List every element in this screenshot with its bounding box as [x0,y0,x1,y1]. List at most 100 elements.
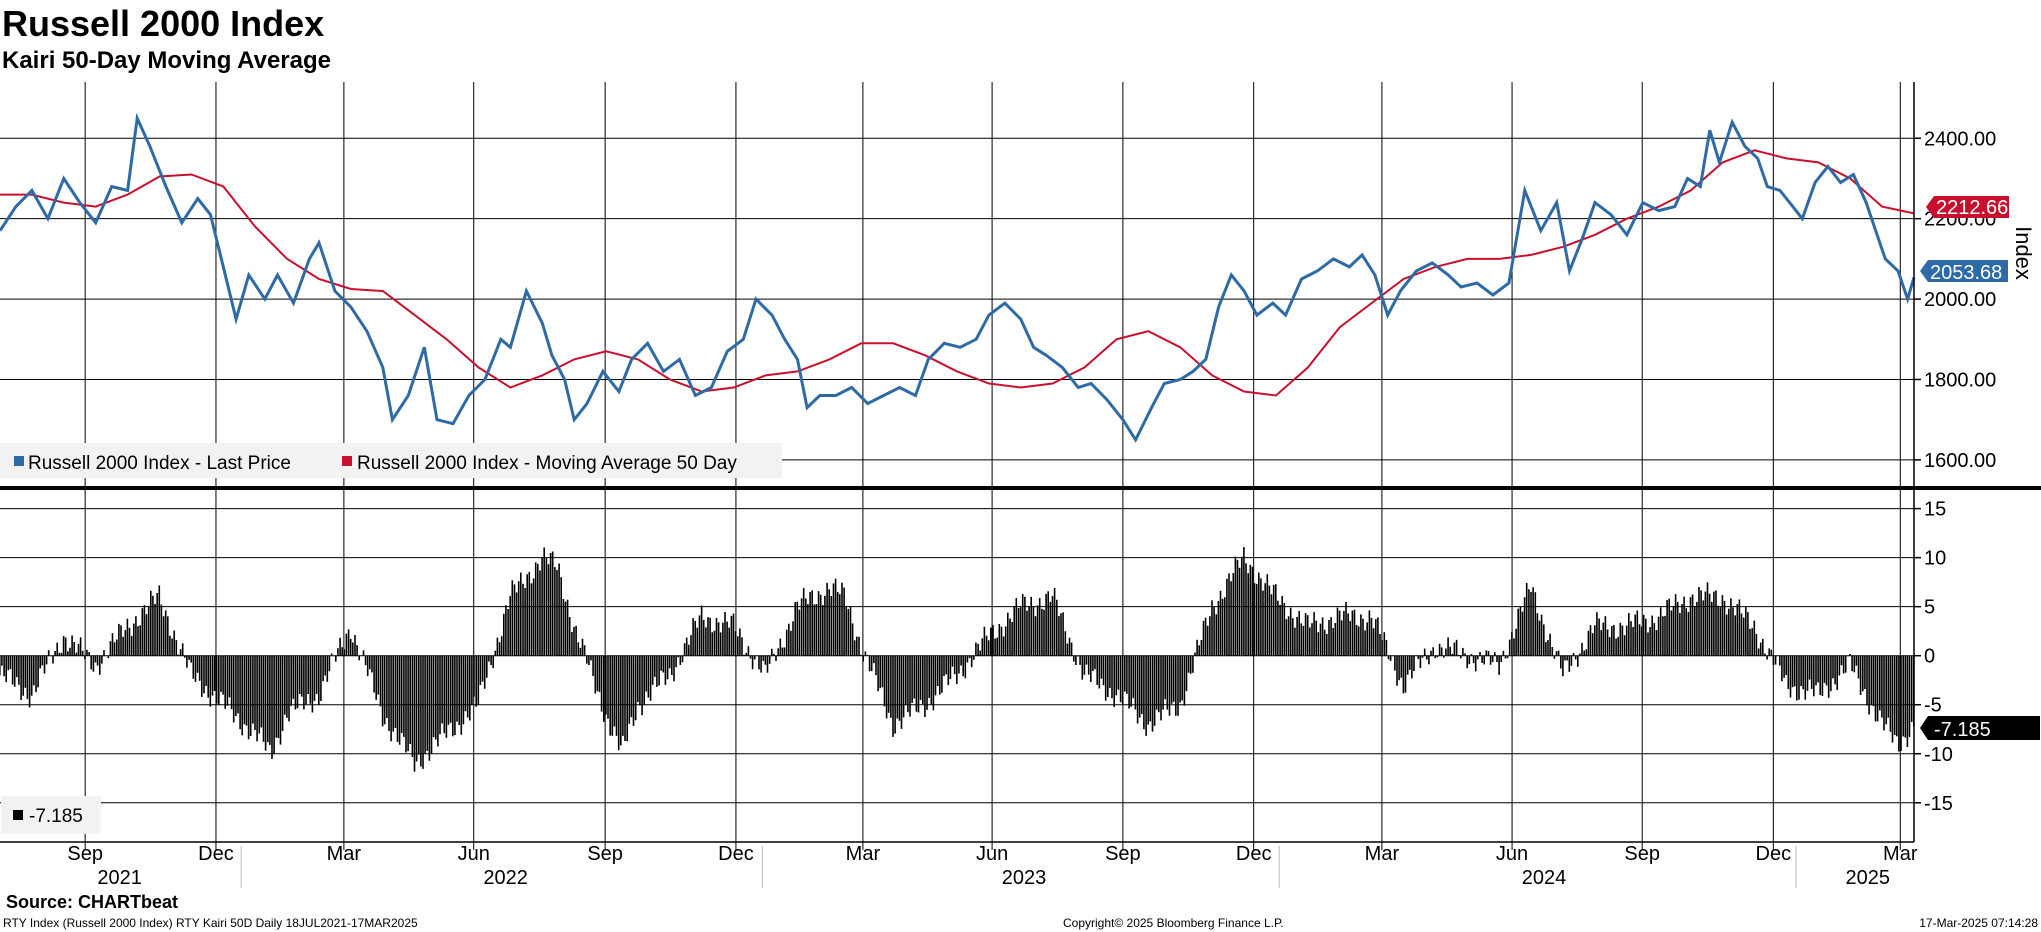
kairi-bar [1292,618,1294,656]
kairi-bar [1004,626,1007,656]
kairi-bar [983,626,986,656]
kairi-bar [1645,618,1647,656]
ma-last-value: 2212.66 [1936,197,2008,219]
price-ytick-label: 1800.00 [1924,369,1996,391]
kairi-bar [462,655,465,725]
kairi-bar [203,655,205,694]
kairi-bar [530,583,533,656]
kairi-bar [1872,655,1875,707]
kairi-bar [968,655,971,659]
kairi-bar [469,655,471,721]
kairi-bar [1549,633,1551,656]
kairi-bar [558,563,560,656]
kairi-bar [337,648,339,656]
kairi-bar [651,655,654,685]
kairi-bar [1500,655,1502,662]
kairi-bar [564,601,567,656]
kairi-bar [1819,655,1821,695]
kairi-bar [500,636,503,656]
kairi-bar [1481,655,1483,663]
kairi-bar [1017,608,1020,656]
kairi-bar [239,655,241,730]
kairi-bar [528,571,531,656]
kairi-bar [1340,620,1343,656]
kairi-bar [1496,655,1498,662]
kairi-bar [641,655,643,716]
kairi-bar [158,585,161,656]
kairi-bar [224,655,226,709]
kairi-bar [1543,624,1545,656]
kairi-bar [1751,628,1753,656]
x-tick-label: Sep [67,843,103,865]
kairi-bar [615,655,618,736]
kairi-bar [771,648,773,656]
kairi-bar [1589,625,1592,656]
kairi-bar [737,636,739,656]
kairi-bar [254,655,256,730]
kairi-bar [35,655,37,693]
kairi-bar [103,650,105,656]
kairi-bar [1298,611,1300,656]
kairi-bar [418,655,420,755]
kairi-bar [1453,642,1456,656]
kairi-bar [1281,595,1283,656]
kairi-bar [524,588,526,656]
kairi-bar [1757,648,1760,656]
kairi-bar [1691,594,1694,656]
kairi-bar [1885,655,1887,725]
kairi-bar [1817,655,1819,683]
kairi-bar [1430,650,1432,656]
kairi-bar [1366,622,1368,656]
kairi-bar [1725,614,1728,656]
kairi-bar [1477,655,1479,660]
kairi-bar [1594,625,1596,656]
kairi-bar [13,655,16,687]
kairi-bar [1519,607,1522,656]
kairi-bar [20,655,22,700]
kairi-bar [896,655,899,719]
kairi-bar [617,655,620,751]
kairi-bar [1855,655,1858,666]
kairi-bar [1749,628,1751,656]
kairi-bar [324,655,326,676]
kairi-ytick-label: 5 [1924,597,1935,619]
kairi-bar [1266,574,1269,656]
kairi-bar [420,655,422,767]
kairi-bar [1041,608,1043,656]
kairi-bar [573,626,575,656]
kairi-bar [866,655,869,656]
price-ytick-label: 1600.00 [1924,450,1996,472]
kairi-bar [1774,655,1777,665]
kairi-bar [1842,655,1845,674]
price-ytick-label: 2000.00 [1924,289,1996,311]
kairi-bar [762,655,765,661]
kairi-bar [1021,593,1024,656]
kairi-bar [1294,627,1296,656]
kairi-bar [945,655,947,675]
kairi-bar [1647,632,1649,656]
kairi-bar [156,593,158,656]
kairi-bar [1779,655,1781,666]
kairi-bar [732,613,735,656]
kairi-bar [930,655,933,705]
kairi-bar [1206,625,1209,656]
kairi-bar [54,651,56,656]
kairi-bar [377,655,380,695]
kairi-bar [760,655,762,673]
kairi-bar [1698,587,1700,656]
kairi-bar [1474,655,1477,672]
kairi-bar [1668,598,1670,656]
kairi-bar [198,655,201,681]
kairi-bar [1232,573,1235,656]
kairi-bar [979,650,981,656]
kairi-bar [273,655,275,755]
kairi-bar [1504,655,1507,659]
kairi-bar [479,655,482,685]
kairi-bar [1745,607,1747,656]
kairi-bar [919,655,922,700]
kairi-bar [1270,594,1273,656]
kairi-bar [826,582,828,656]
kairi-bar [1853,655,1856,673]
kairi-bar [1226,578,1228,656]
kairi-bar [1889,655,1892,732]
